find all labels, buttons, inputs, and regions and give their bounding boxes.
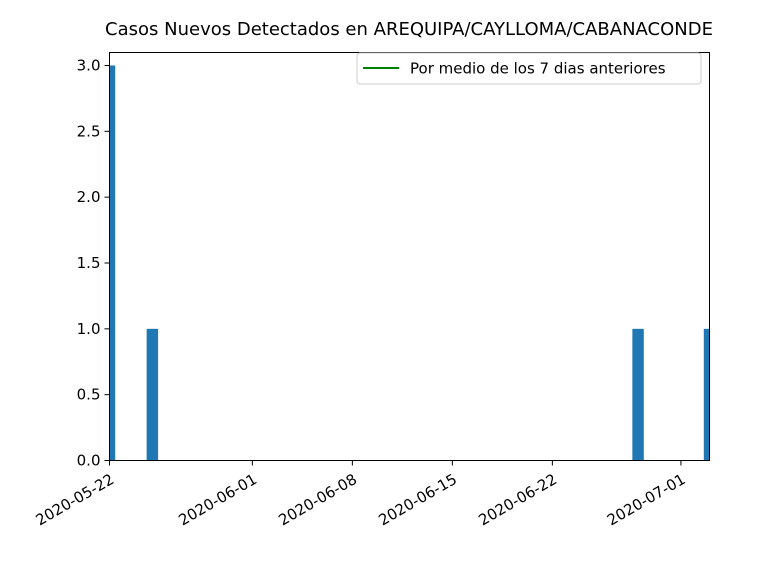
plot-frame xyxy=(109,52,710,461)
x-tick-label: 2020-06-15 xyxy=(375,470,460,529)
y-tick-label: 1.0 xyxy=(77,320,101,338)
y-tick-label: 3.0 xyxy=(77,57,101,75)
y-tick-label: 2.0 xyxy=(77,188,101,206)
y-tick-label: 2.5 xyxy=(77,122,101,140)
bar xyxy=(109,65,116,461)
x-tick-label: 2020-06-22 xyxy=(475,470,560,529)
x-tick-label: 2020-06-01 xyxy=(175,470,260,529)
y-tick-label: 0.5 xyxy=(77,386,101,404)
chart-title: Casos Nuevos Detectados en AREQUIPA/CAYL… xyxy=(105,19,713,40)
x-tick-label: 2020-05-22 xyxy=(33,470,118,529)
legend: Por medio de los 7 dias anteriores xyxy=(356,52,702,85)
y-tick-label: 0.0 xyxy=(77,452,101,470)
x-tick-label: 2020-06-08 xyxy=(275,470,360,529)
legend-box xyxy=(356,52,702,85)
bars xyxy=(109,65,710,461)
y-axis: 0.0 0.5 1.0 1.5 2.0 2.5 3.0 xyxy=(77,57,110,470)
x-axis: 2020-05-22 2020-06-01 2020-06-08 2020-06-15… xyxy=(33,460,689,529)
bar xyxy=(632,328,644,461)
y-tick-label: 1.5 xyxy=(77,254,101,272)
bar xyxy=(703,328,710,461)
x-tick-label: 2020-07-01 xyxy=(604,470,689,529)
bar xyxy=(146,328,159,461)
legend-label: Por medio de los 7 dias anteriores xyxy=(410,60,666,78)
